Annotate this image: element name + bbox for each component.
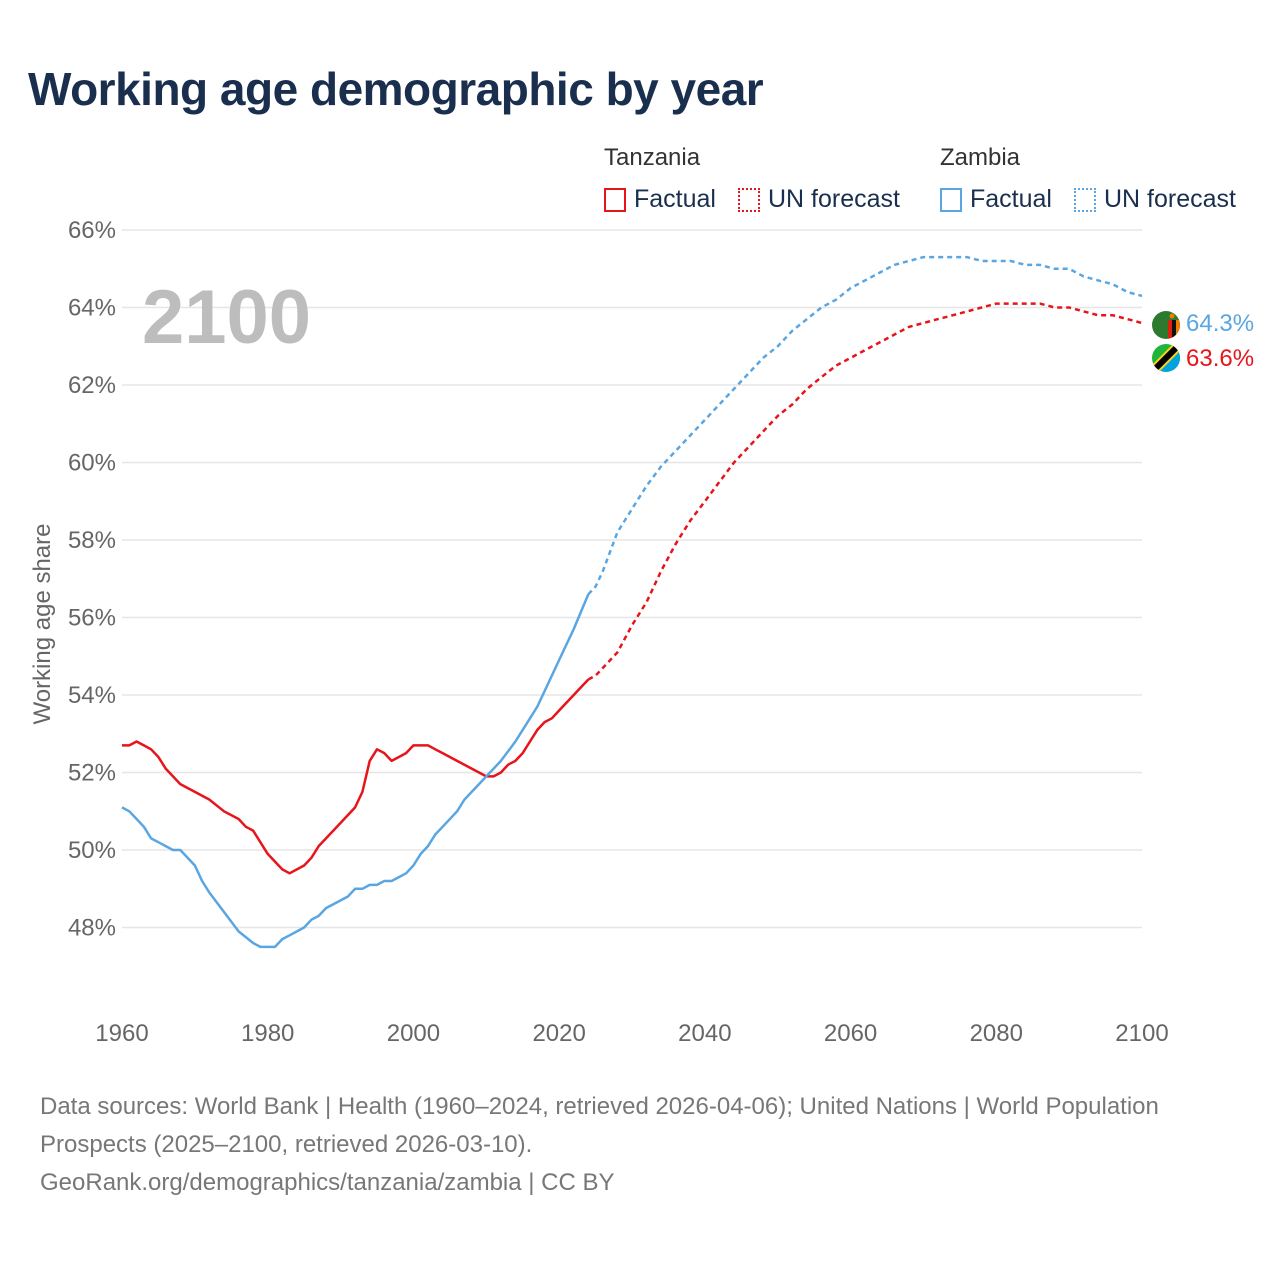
x-tick-label: 2020 [532, 1020, 585, 1047]
tanzania-forecast-line[interactable] [587, 302, 1143, 681]
zambia-factual-line[interactable] [121, 593, 590, 949]
legend-tanzania-forecast[interactable]: UN forecast [738, 185, 900, 214]
x-tick-label: 2100 [1115, 1020, 1168, 1047]
footer: Data sources: World Bank | Health (1960–… [40, 1088, 1240, 1202]
year-watermark: 2100 [142, 275, 311, 360]
legend-country-tanzania: Tanzania [604, 144, 701, 171]
y-tick-label: 54% [68, 682, 116, 709]
y-tick-label: 48% [68, 915, 116, 942]
zambia-forecast-line[interactable] [587, 255, 1143, 596]
legend-label: Factual [970, 185, 1052, 213]
x-tick-label: 1960 [95, 1020, 148, 1047]
y-tick-label: 66% [68, 217, 116, 244]
y-axis-label: Working age share [29, 524, 56, 725]
legend-zambia-forecast[interactable]: UN forecast [1074, 185, 1236, 214]
y-tick-label: 56% [68, 605, 116, 632]
y-tick-label: 52% [68, 760, 116, 787]
zambia-flag-icon [1152, 311, 1180, 339]
legend-country-zambia: Zambia [940, 144, 1021, 171]
line-chart: 48% 50% 52% 54% 56% 58% 60% 62% 64% 66% 1960 1980 20… [29, 217, 1254, 1047]
y-tick-label: 60% [68, 450, 116, 477]
x-tick-label: 2040 [678, 1020, 731, 1047]
x-tick-label: 2080 [970, 1020, 1023, 1047]
legend-label: UN forecast [768, 185, 900, 213]
x-tick-label: 2060 [824, 1020, 877, 1047]
zambia-end-value-label: 64.3% [1186, 310, 1254, 337]
tanzania-flag-icon [1152, 344, 1180, 372]
legend-zambia-factual[interactable]: Factual [940, 185, 1052, 214]
legend-label: Factual [634, 185, 716, 213]
legend-swatch-dotted [1074, 187, 1096, 212]
y-tick-label: 58% [68, 527, 116, 554]
y-tick-label: 50% [68, 837, 116, 864]
legend-label: UN forecast [1104, 185, 1236, 213]
x-tick-label: 1980 [241, 1020, 294, 1047]
legend-tanzania-factual[interactable]: Factual [604, 185, 716, 214]
legend-swatch-solid [604, 187, 626, 212]
data-sources: Data sources: World Bank | Health (1960–… [40, 1093, 1159, 1158]
y-tick-label: 62% [68, 372, 116, 399]
x-tick-label: 2000 [387, 1020, 440, 1047]
credit-link[interactable]: GeoRank.org/demographics/tanzania/zambia… [40, 1169, 615, 1196]
tanzania-factual-line[interactable] [122, 678, 590, 875]
legend-swatch-solid [940, 187, 962, 212]
chart-title: Working age demographic by year [28, 63, 764, 115]
tanzania-end-value-label: 63.6% [1186, 345, 1254, 372]
y-tick-label: 64% [68, 295, 116, 322]
legend-swatch-dotted [738, 187, 760, 212]
